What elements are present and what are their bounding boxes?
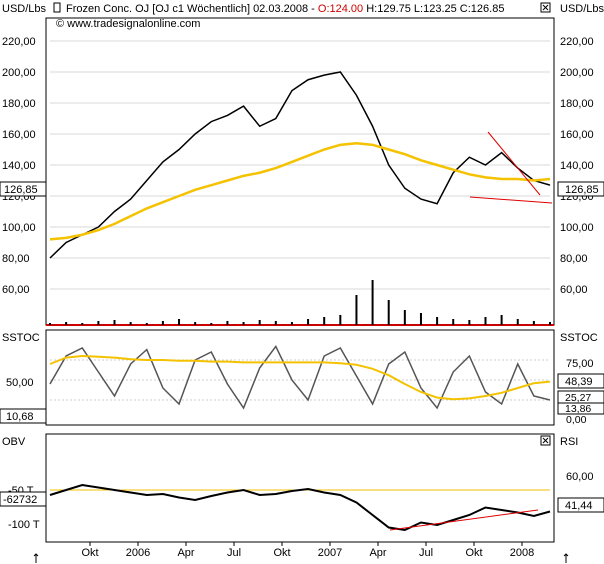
open-value: O:124.00: [318, 3, 363, 15]
obv-close-icon[interactable]: [540, 435, 551, 446]
close-value: C:126.85: [457, 3, 505, 15]
obv-label: OBV: [2, 436, 26, 448]
obv-trend: [389, 509, 539, 531]
sstoc-panel-frame: [45, 329, 555, 426]
svg-text:-62732: -62732: [3, 494, 37, 506]
obv-panel-frame: [45, 433, 555, 543]
price-ytick-label-right: 80,00: [560, 253, 588, 265]
svg-text:Frozen Conc. OJ [OJ c1 Wöchen: Frozen Conc. OJ [OJ c1 Wöchentlich] 02.0…: [66, 3, 504, 15]
price-grid: [50, 40, 550, 290]
corner-arrows: [33, 553, 569, 563]
price-lines: [49, 71, 553, 259]
sstoc-lines: [49, 344, 551, 410]
sstoc-current-right-1: 48,39: [557, 373, 604, 389]
rsi-label: RSI: [560, 436, 578, 448]
volume-bars: [49, 280, 551, 325]
rsi-ytick-60: 60,00: [566, 471, 594, 483]
sstoc-current-left: 10,68: [0, 408, 47, 424]
sstoc-ytick-left-50: 50,00: [6, 377, 34, 389]
price-yticks-right: 220,00200,00180,00160,00140,00120,00100,…: [560, 36, 594, 296]
price-ytick-label: 200,00: [2, 67, 36, 79]
stoch-k: [49, 344, 551, 410]
price-ytick-label: 140,00: [2, 160, 36, 172]
unit-left: USD/Lbs: [2, 3, 47, 15]
sstoc-ytick-right-0: 0,00: [566, 414, 587, 426]
ohlc-icon: [53, 2, 61, 13]
svg-text:13,86: 13,86: [565, 403, 591, 415]
rsi-current-right: 41,44: [557, 497, 604, 513]
price-ytick-label: 60,00: [2, 284, 30, 296]
obv-line: [49, 483, 551, 532]
x-axis-label: Okt: [81, 547, 98, 559]
x-axis-label: Okt: [273, 547, 290, 559]
ma-line: [49, 142, 551, 241]
stoch-d: [49, 354, 551, 401]
price-ytick-label-right: 140,00: [560, 160, 594, 172]
low-value: L:123.25: [411, 3, 457, 15]
chart-title: Frozen Conc. OJ [OJ c1 Wöchentlich] 02.0…: [66, 3, 318, 15]
price-ytick-label-right: 220,00: [560, 36, 594, 48]
price-ytick-label-right: 60,00: [560, 284, 588, 296]
x-axis-label: 2007: [318, 547, 342, 559]
price-ytick-label-right: 100,00: [560, 222, 594, 234]
x-axis-label: Apr: [177, 547, 194, 559]
price-ytick-label: 160,00: [2, 129, 36, 141]
x-axis-label: Jul: [227, 547, 241, 559]
title-box[interactable]: Frozen Conc. OJ [OJ c1 Wöchentlich] 02.0…: [53, 2, 504, 15]
price-ytick-label: 180,00: [2, 98, 36, 110]
sstoc-label-right: SSTOC: [560, 332, 598, 344]
price-ytick-label-right: 200,00: [560, 67, 594, 79]
price-last-right: 126,85: [557, 181, 604, 197]
price-ytick-label-right: 160,00: [560, 129, 594, 141]
svg-text:10,68: 10,68: [6, 411, 34, 423]
obv-ytick-minus100: -100 T: [8, 519, 40, 531]
price-ytick-label: 100,00: [2, 222, 36, 234]
trendline-flat: [469, 196, 553, 204]
svg-text:41,44: 41,44: [565, 500, 593, 512]
svg-text:25,27: 25,27: [565, 392, 591, 404]
sstoc-current-right-3: 13,86: [557, 402, 604, 415]
price-line: [49, 71, 551, 259]
svg-text:126,85: 126,85: [565, 184, 599, 196]
svg-text:126,85: 126,85: [4, 184, 38, 196]
sstoc-ytick-right-75: 75,00: [566, 358, 594, 370]
x-axis-label: 2006: [126, 547, 150, 559]
sstoc-grid: [50, 359, 550, 401]
x-axis-label: 2008: [510, 547, 534, 559]
trendline-down: [487, 131, 541, 196]
price-last-left: 126,85: [0, 181, 47, 197]
obv-current-left: -62732: [0, 491, 47, 507]
obv-lines: [49, 483, 551, 532]
unit-right: USD/Lbs: [560, 3, 604, 15]
high-value: H:129.75: [363, 3, 411, 15]
sstoc-label-left: SSTOC: [2, 332, 40, 344]
close-x-icon[interactable]: [540, 2, 551, 13]
source-credit: © www.tradesignalonline.com: [56, 18, 200, 30]
x-axis-labels: Okt 2006 Apr Jul Okt 2007 Apr Jul Okt 2008: [81, 542, 534, 559]
price-ytick-label-right: 180,00: [560, 98, 594, 110]
x-axis-label: Okt: [465, 547, 482, 559]
x-axis-label: Jul: [419, 547, 433, 559]
price-ytick-label: 220,00: [2, 36, 36, 48]
price-ytick-label: 80,00: [2, 253, 30, 265]
svg-text:48,39: 48,39: [565, 376, 593, 388]
x-axis-label: Apr: [369, 547, 386, 559]
